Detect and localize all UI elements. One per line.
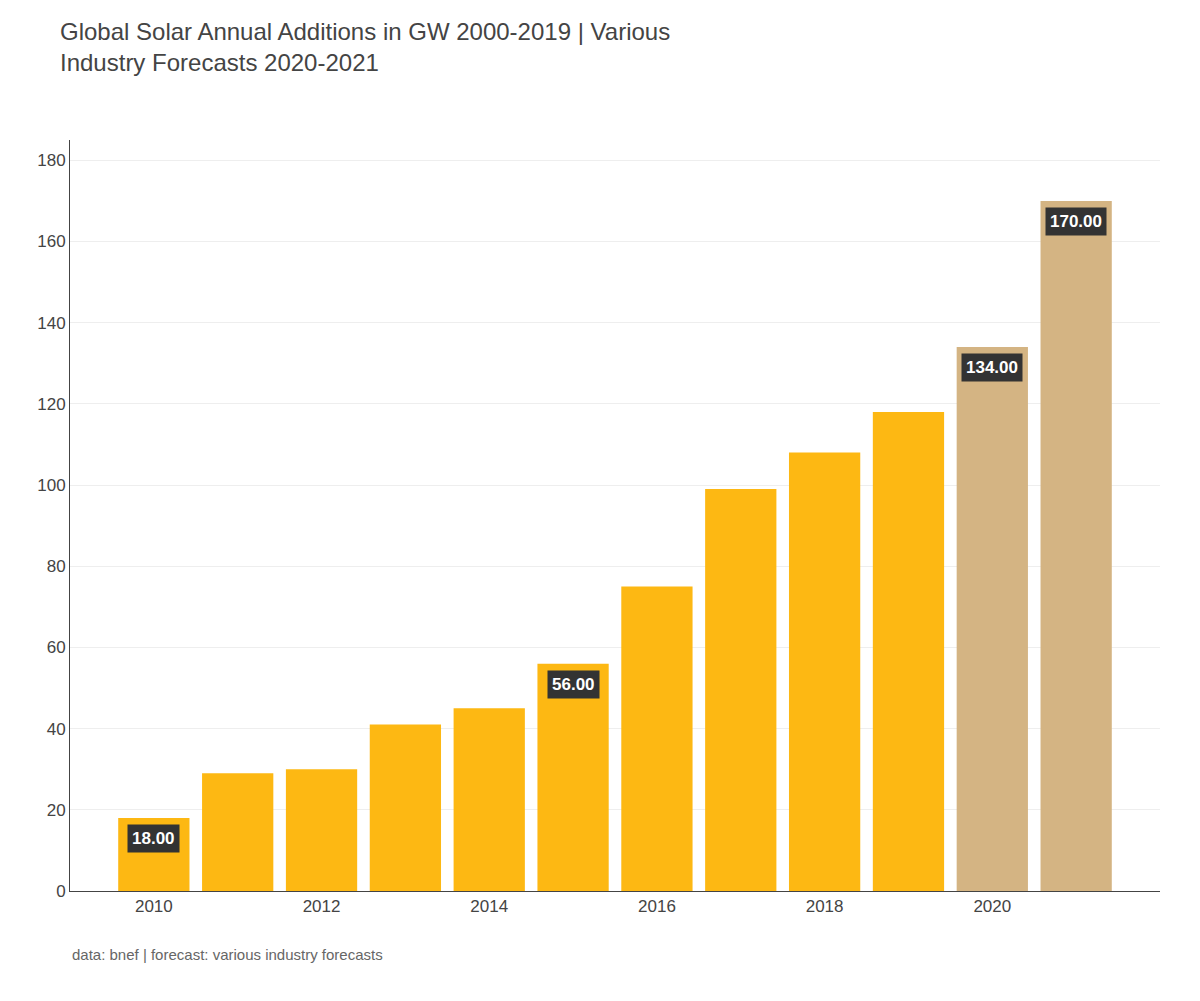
svg-text:180: 180 (37, 151, 65, 170)
svg-text:170.00: 170.00 (1050, 212, 1102, 231)
svg-text:56.00: 56.00 (552, 675, 595, 694)
svg-text:134.00: 134.00 (966, 358, 1018, 377)
svg-text:60: 60 (47, 638, 66, 657)
svg-text:0: 0 (56, 882, 65, 901)
svg-text:120: 120 (37, 395, 65, 414)
svg-text:2016: 2016 (638, 897, 676, 916)
svg-text:2010: 2010 (135, 897, 173, 916)
svg-text:160: 160 (37, 232, 65, 251)
svg-text:20: 20 (47, 801, 66, 820)
svg-text:18.00: 18.00 (132, 829, 175, 848)
svg-text:2014: 2014 (470, 897, 508, 916)
svg-text:100: 100 (37, 476, 65, 495)
svg-text:Global Solar Annual Additions: Global Solar Annual Additions in GW 2000… (60, 18, 670, 76)
svg-text:40: 40 (47, 720, 66, 739)
svg-text:data: bnef | forecast: various: data: bnef | forecast: various industry … (72, 946, 383, 963)
svg-text:2018: 2018 (806, 897, 844, 916)
svg-text:2020: 2020 (973, 897, 1011, 916)
svg-text:2012: 2012 (303, 897, 341, 916)
svg-text:80: 80 (47, 557, 66, 576)
svg-text:140: 140 (37, 314, 65, 333)
